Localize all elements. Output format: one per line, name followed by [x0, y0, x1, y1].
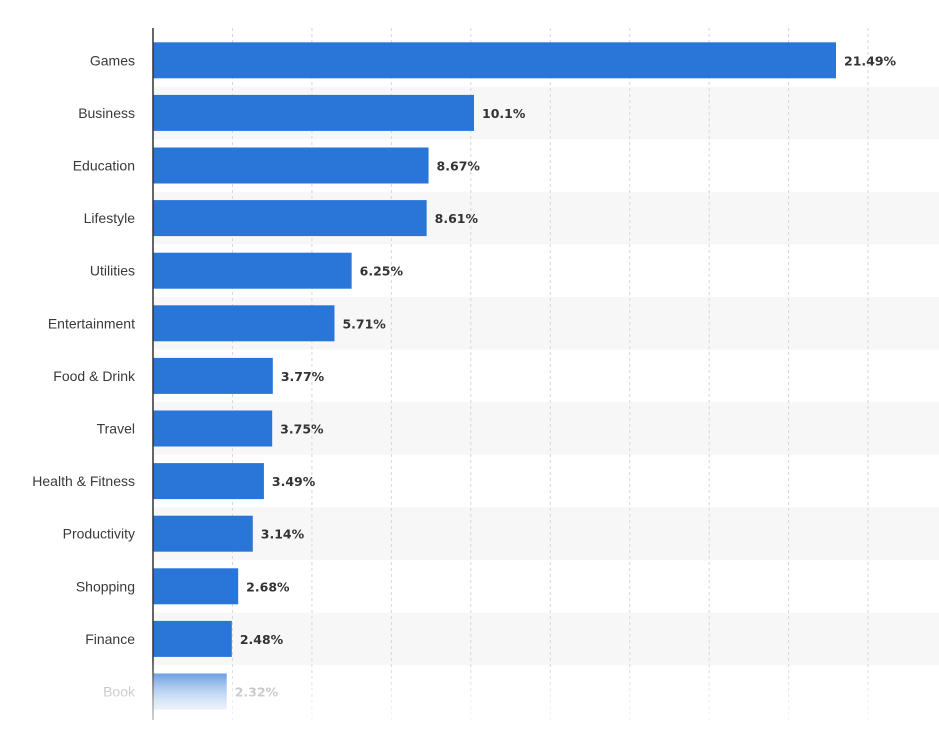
value-label: 2.68%: [246, 579, 290, 594]
bars: [153, 42, 836, 710]
bar[interactable]: [153, 357, 273, 394]
bar[interactable]: [153, 200, 427, 237]
category-label: Business: [78, 105, 135, 121]
value-label: 5.71%: [342, 316, 386, 331]
bar[interactable]: [153, 673, 227, 710]
category-label: Book: [103, 684, 136, 700]
bar[interactable]: [153, 252, 352, 289]
bar[interactable]: [153, 410, 273, 447]
category-labels: Games Business Education Lifestyle Utilities…: [32, 52, 136, 699]
bar[interactable]: [153, 620, 232, 657]
value-label: 21.49%: [844, 53, 897, 68]
bar[interactable]: [153, 515, 253, 552]
bar[interactable]: [153, 463, 264, 500]
value-label: 3.77%: [281, 369, 325, 384]
value-label: 2.32%: [235, 685, 279, 700]
category-label: Shopping: [76, 578, 135, 594]
category-label: Entertainment: [48, 315, 135, 331]
row-band: [153, 612, 939, 666]
category-label: Lifestyle: [84, 210, 136, 226]
row-bands: [153, 86, 939, 666]
category-label: Finance: [85, 631, 135, 647]
category-label: Food & Drink: [53, 368, 136, 384]
bar[interactable]: [153, 305, 335, 342]
bar[interactable]: [153, 42, 836, 79]
category-label: Utilities: [90, 263, 135, 279]
category-label: Travel: [97, 421, 135, 437]
category-label: Productivity: [63, 526, 135, 542]
value-label: 3.14%: [261, 527, 305, 542]
category-label: Health & Fitness: [32, 473, 135, 489]
value-label: 10.1%: [482, 106, 526, 121]
value-label: 6.25%: [360, 264, 404, 279]
value-label: 8.61%: [435, 211, 479, 226]
category-label: Education: [73, 158, 135, 174]
bar[interactable]: [153, 147, 429, 184]
category-label: Games: [90, 52, 135, 68]
value-label: 8.67%: [437, 159, 481, 174]
value-label: 3.75%: [280, 422, 324, 437]
gridlines: [231, 28, 869, 720]
value-label: 2.48%: [240, 632, 284, 647]
row-band: [153, 507, 939, 560]
bar[interactable]: [153, 568, 239, 605]
bar[interactable]: [153, 94, 475, 131]
value-label: 3.49%: [272, 474, 316, 489]
row-band: [153, 402, 939, 455]
